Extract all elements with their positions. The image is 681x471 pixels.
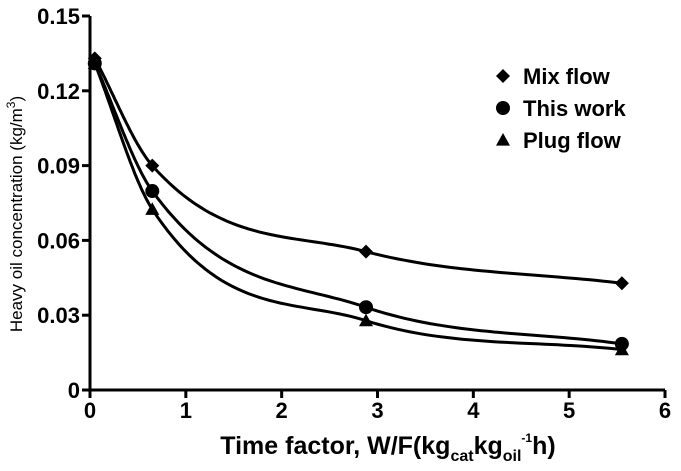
legend-label: Mix flow: [523, 64, 611, 89]
data-point-diamond: [359, 244, 373, 259]
fit-curve-series-3: [93, 62, 623, 352]
x-tick-label: 0: [84, 398, 96, 423]
data-point-triangle: [614, 342, 629, 356]
y-tick-label: 0.12: [37, 79, 80, 104]
legend: Mix flow This work Plug flow: [496, 64, 626, 153]
fit-curve-series-1: [93, 57, 623, 285]
data-point-triangle: [145, 202, 160, 215]
fit-curve-series-2: [93, 62, 623, 346]
legend-marker-diamond: [496, 69, 510, 83]
legend-marker-circle: [496, 101, 510, 115]
data-point-circle: [359, 300, 373, 315]
data-point-diamond: [145, 158, 160, 173]
y-axis-label: Heavy oil concentration (kg/m3): [4, 96, 26, 332]
x-tick-label: 3: [371, 398, 383, 423]
x-ticks: 0 1 2 3 4 5 6: [84, 390, 671, 423]
x-tick-label: 2: [276, 398, 288, 423]
data-point-circle: [145, 184, 160, 199]
data-point-diamond: [614, 276, 629, 291]
y-tick-label: 0.15: [37, 4, 80, 29]
fit-curves: [93, 57, 623, 352]
y-tick-label: 0: [68, 378, 80, 403]
legend-label: Plug flow: [523, 128, 622, 153]
y-tick-label: 0.09: [37, 154, 80, 179]
legend-label: This work: [523, 96, 626, 121]
x-tick-label: 1: [180, 398, 192, 423]
x-tick-label: 5: [563, 398, 575, 423]
x-axis-label: Time factor, W/F(kgcatkgoil-1h): [220, 431, 555, 465]
x-tick-label: 6: [659, 398, 671, 423]
y-tick-label: 0.03: [37, 303, 80, 328]
y-tick-label: 0.06: [37, 228, 80, 253]
x-tick-label: 4: [467, 398, 480, 423]
data-point-triangle: [359, 313, 373, 327]
legend-marker-triangle: [496, 133, 510, 146]
axes: 0 1 2 3 4 5 6 0 0.03 0.06 0.09 0.12 0.15: [37, 4, 671, 423]
y-ticks: 0 0.03 0.06 0.09 0.12 0.15: [37, 4, 90, 403]
